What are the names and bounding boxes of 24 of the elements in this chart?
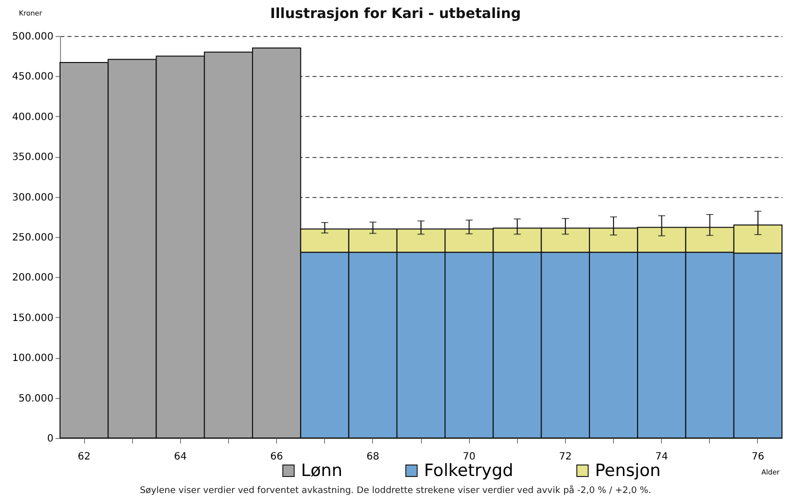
y-tick-label: 200.000	[12, 272, 54, 284]
chart-title: Illustrasjon for Kari - utbetaling	[270, 6, 521, 22]
x-tick-label: 72	[559, 452, 572, 462]
x-tick-label: 68	[366, 452, 380, 462]
text: Søylene viser verdier ved forventet avkastning. De loddrette strekene viser verdier ved avvik på -2,0 % / +2,0 %.	[138, 486, 652, 496]
x-tick-label: 66	[270, 452, 283, 462]
x-tick-label: 76	[752, 452, 764, 462]
y-tick-label: 400.000	[12, 112, 54, 123]
legend-label: Pensjon	[595, 460, 661, 481]
y-tick-label: 500.000	[12, 32, 54, 42]
y-tick-label: 350.000	[12, 152, 54, 164]
y-tick-label: 450.000	[12, 72, 54, 83]
y-tick-label: 50.000	[18, 393, 54, 404]
legend-label: Folketrygd	[424, 460, 514, 481]
y-tick-label: 150.000	[12, 312, 54, 324]
y-tick-label: 100.000	[12, 353, 54, 364]
legend-label: Lønn	[301, 460, 342, 481]
y-tick-label: 250.000	[12, 232, 54, 244]
x-tick-label: 64	[174, 452, 187, 462]
x-tick-label: 62	[78, 452, 90, 462]
x-tick-label: 70	[462, 452, 476, 462]
x-tick-label: 74	[655, 452, 668, 462]
y-tick-label: 0	[47, 434, 54, 444]
y-tick-label: 300.000	[12, 192, 54, 204]
